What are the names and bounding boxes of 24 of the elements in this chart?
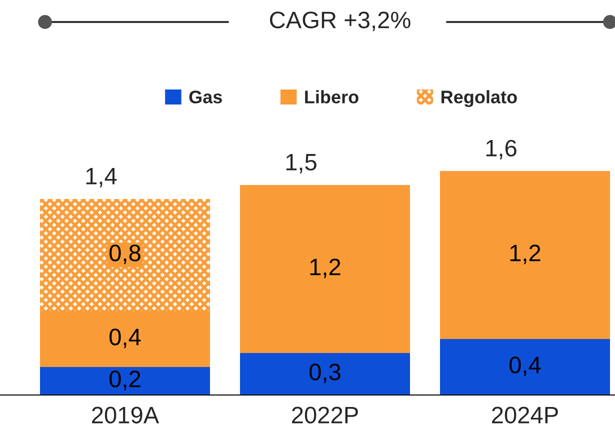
legend-label: Gas — [189, 90, 222, 104]
total-label: 1,6 — [486, 140, 516, 160]
x-tick-label: 2022P — [292, 406, 358, 424]
bar — [40, 367, 210, 395]
total-label: 1,4 — [86, 168, 117, 188]
bar — [440, 171, 610, 339]
data-label: 0,2 — [110, 370, 140, 390]
bar — [40, 199, 210, 311]
total-label: 1,5 — [286, 154, 316, 174]
data-label: 0,3 — [310, 364, 340, 384]
bar — [440, 339, 610, 395]
bar — [240, 185, 410, 353]
data-label: 1,2 — [510, 244, 540, 264]
chart-title: CAGR +3,2% — [270, 12, 410, 32]
data-label: 0,4 — [510, 356, 541, 376]
data-label: 0,4 — [110, 328, 141, 348]
bar — [40, 311, 210, 367]
data-label: 1,2 — [310, 258, 340, 278]
data-label: 0,8 — [110, 244, 140, 264]
legend-label: Libero — [305, 90, 358, 104]
x-tick-label: 2019A — [92, 406, 160, 424]
bar — [240, 353, 410, 395]
legend-label: Regolato — [442, 90, 517, 108]
x-tick-label: 2024P — [492, 406, 558, 424]
